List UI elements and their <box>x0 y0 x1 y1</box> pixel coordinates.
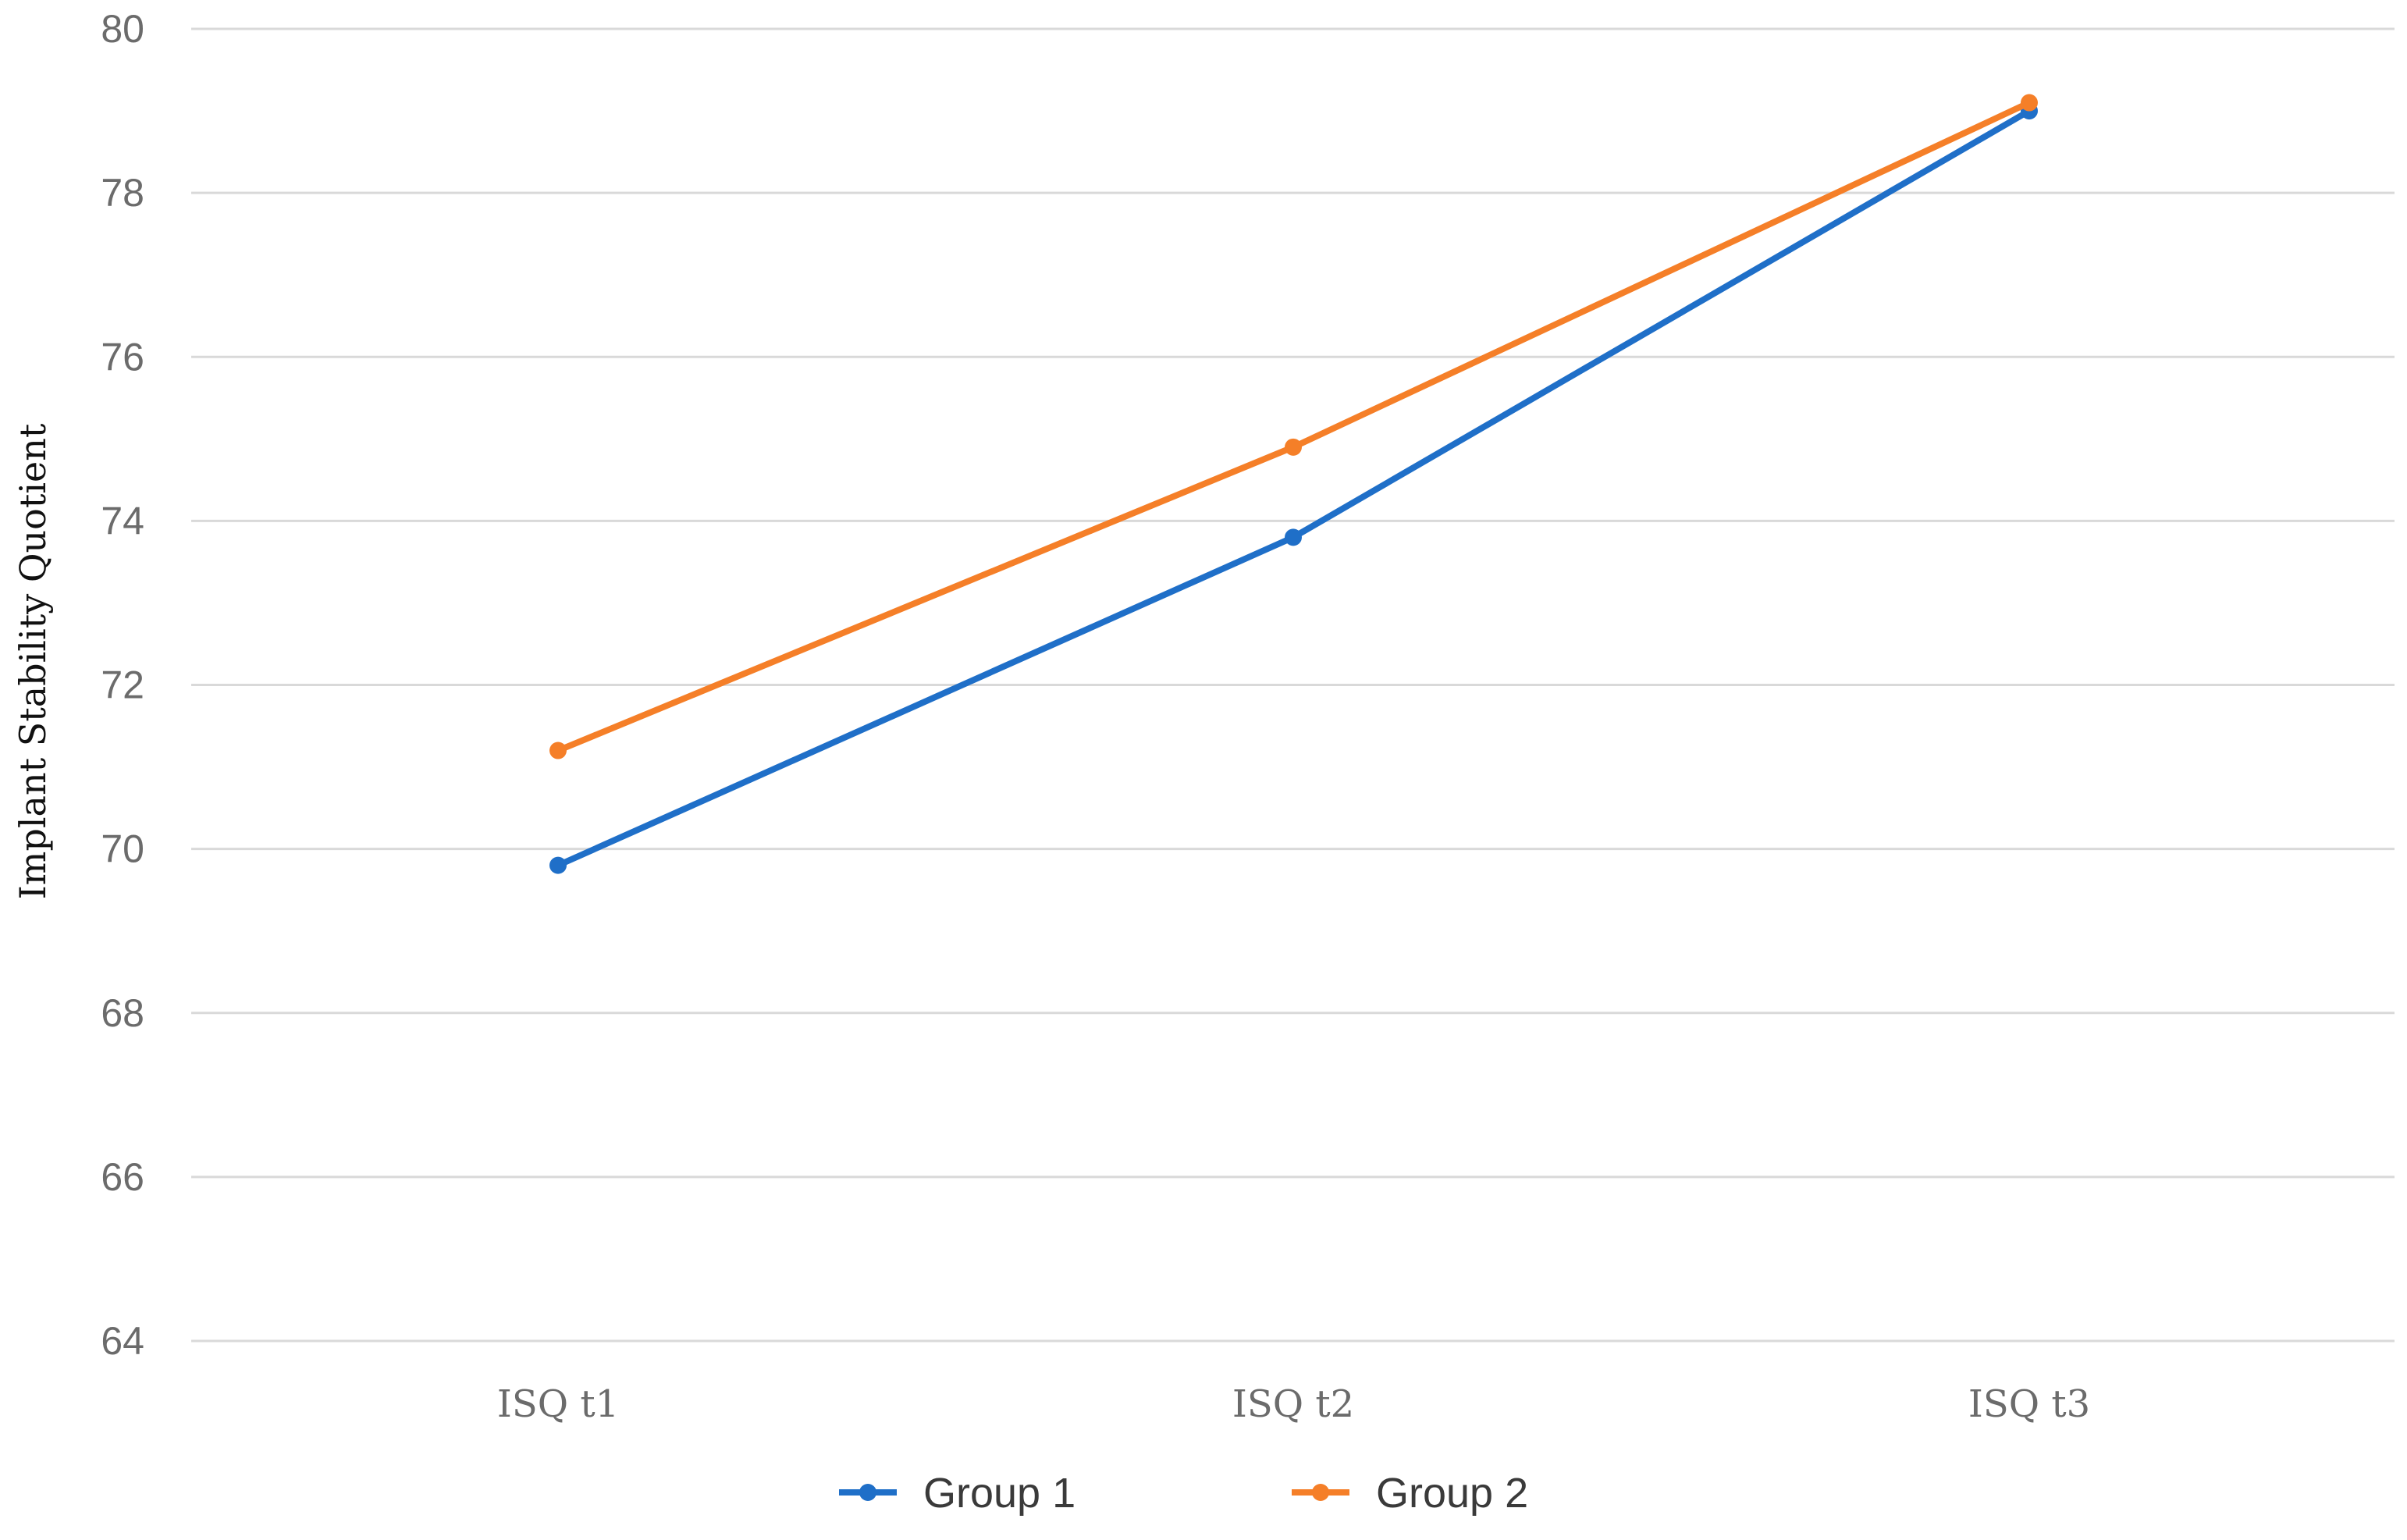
y-tick-label: 80 <box>101 7 144 51</box>
y-axis-label: Implant Stability Quotient <box>12 423 54 899</box>
y-tick-label: 78 <box>101 171 144 215</box>
x-axis-ticks: ISQ t1 ISQ t2 ISQ t3 <box>497 1382 2090 1426</box>
legend-swatch-marker <box>859 1484 876 1501</box>
y-tick-label: 74 <box>101 499 144 542</box>
series-group-2 <box>549 94 2038 759</box>
y-tick-label: 72 <box>101 663 144 707</box>
legend-label: Group 2 <box>1376 1470 1528 1517</box>
y-tick-label: 68 <box>101 991 144 1035</box>
data-point <box>549 856 567 874</box>
data-point <box>549 742 567 759</box>
x-tick-label: ISQ t3 <box>1968 1382 2090 1426</box>
series-lines <box>549 94 2038 874</box>
legend: Group 1 Group 2 <box>839 1470 1528 1517</box>
y-tick-label: 64 <box>101 1319 144 1363</box>
legend-item-1: Group 1 <box>839 1470 1076 1517</box>
legend-swatch-marker <box>1312 1484 1329 1501</box>
legend-item-2: Group 2 <box>1292 1470 1528 1517</box>
y-tick-label: 76 <box>101 335 144 379</box>
gridlines <box>191 27 2395 1343</box>
x-tick-label: ISQ t1 <box>497 1382 619 1426</box>
data-point <box>1285 438 1302 456</box>
data-point <box>1285 528 1302 546</box>
y-tick-label: 70 <box>101 827 144 871</box>
series-group-1 <box>549 102 2038 874</box>
series-line-2 <box>555 99 2032 754</box>
y-axis-ticks: 64 66 68 70 72 74 76 78 80 <box>101 7 144 1363</box>
series-line-1 <box>555 108 2032 869</box>
x-tick-label: ISQ t2 <box>1232 1382 1354 1426</box>
data-point <box>2021 94 2038 112</box>
y-tick-label: 66 <box>101 1155 144 1199</box>
legend-label: Group 1 <box>923 1470 1076 1517</box>
